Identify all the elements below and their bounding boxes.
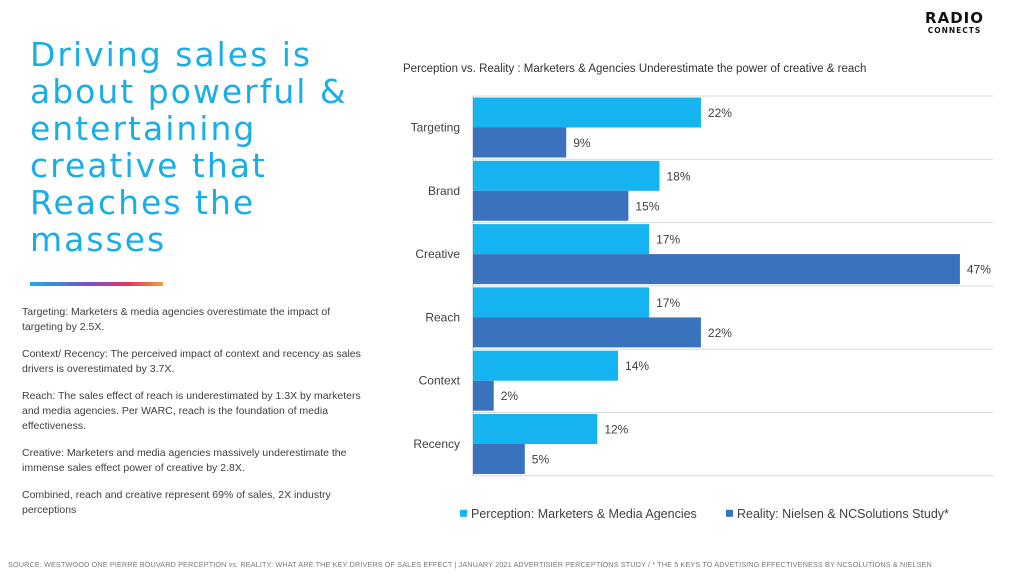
bar bbox=[473, 414, 598, 444]
bar bbox=[473, 254, 960, 285]
chart-title: Perception vs. Reality : Marketers & Age… bbox=[403, 63, 867, 75]
bar bbox=[473, 350, 619, 381]
category-label: Creative bbox=[415, 247, 460, 261]
bar bbox=[473, 444, 525, 474]
bar bbox=[473, 160, 660, 191]
source-footer: SOURCE: WESTWOOD ONE PIERRE BOUVARD PERC… bbox=[8, 560, 932, 569]
data-label: 17% bbox=[656, 296, 680, 310]
data-label: 9% bbox=[573, 136, 591, 150]
data-label: 47% bbox=[967, 263, 991, 277]
data-label: 18% bbox=[666, 169, 690, 183]
notes-list: Targeting: Marketers & media agencies ov… bbox=[22, 305, 362, 530]
data-label: 2% bbox=[501, 389, 519, 403]
bar bbox=[473, 224, 650, 255]
gradient-divider bbox=[30, 282, 163, 286]
legend-label: Reality: Nielsen & NCSolutions Study* bbox=[737, 507, 949, 520]
note-creative: Creative: Marketers and media agencies m… bbox=[22, 447, 347, 474]
bar bbox=[473, 317, 701, 348]
category-label: Targeting bbox=[411, 121, 460, 135]
bar-chart: Targeting 22% 9% Brand 18% 15% Creative 17% 47% R… bbox=[411, 95, 993, 520]
data-label: 14% bbox=[625, 359, 649, 373]
bar bbox=[473, 190, 629, 221]
bar bbox=[473, 380, 494, 411]
data-label: 5% bbox=[532, 453, 550, 467]
legend-swatch bbox=[460, 509, 467, 517]
note-context-recency: Context/ Recency: The perceived impact o… bbox=[22, 348, 361, 375]
data-label: 12% bbox=[604, 423, 628, 437]
legend-swatch bbox=[726, 509, 733, 517]
logo-line2: CONNECTS bbox=[927, 26, 982, 35]
data-label: 15% bbox=[635, 199, 659, 213]
bar bbox=[473, 97, 701, 128]
category-label: Reach bbox=[425, 310, 460, 324]
radio-connects-logo: RADIO CONNECTS bbox=[925, 10, 984, 35]
data-label: 22% bbox=[708, 326, 732, 340]
bar bbox=[473, 127, 567, 158]
bar bbox=[473, 287, 650, 318]
category-label: Context bbox=[419, 374, 461, 388]
note-reach: Reach: The sales effect of reach is unde… bbox=[22, 390, 361, 432]
headline: Driving sales is about powerful & entert… bbox=[30, 35, 348, 259]
note-combined: Combined, reach and creative represent 6… bbox=[22, 489, 331, 516]
category-label: Brand bbox=[428, 184, 460, 198]
legend-label: Perception: Marketers & Media Agencies bbox=[471, 507, 697, 520]
data-label: 17% bbox=[656, 233, 680, 247]
logo-line1: RADIO bbox=[925, 9, 984, 27]
data-label: 22% bbox=[708, 106, 732, 120]
category-label: Recency bbox=[413, 437, 460, 451]
note-targeting: Targeting: Marketers & media agencies ov… bbox=[22, 306, 331, 333]
